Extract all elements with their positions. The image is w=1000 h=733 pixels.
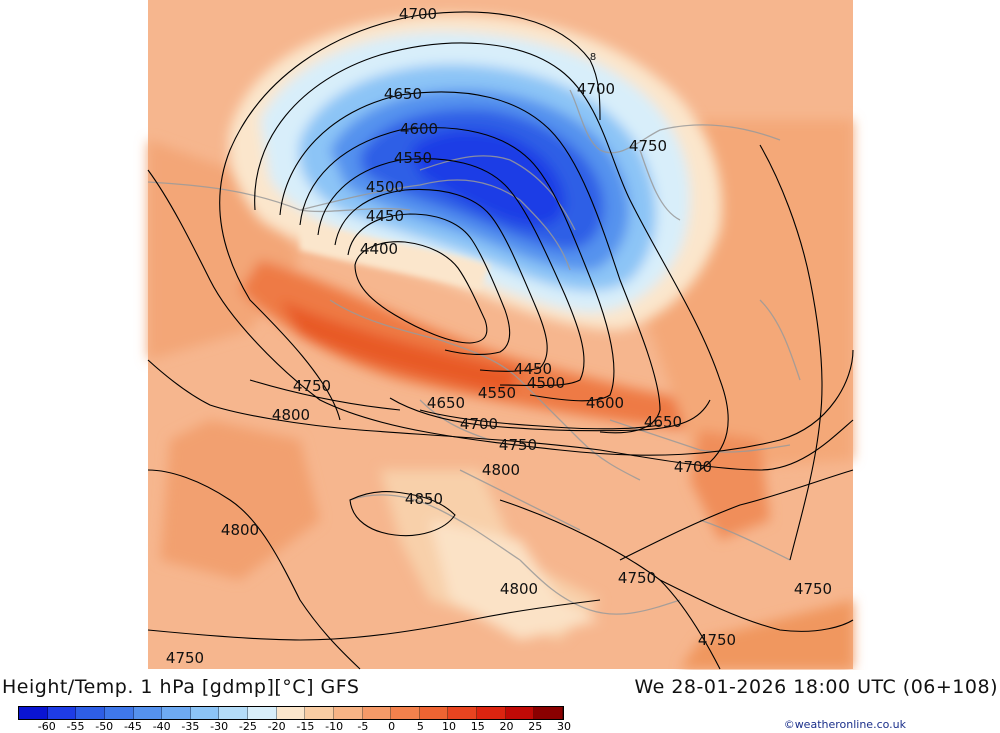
contour-label: 4500 <box>366 178 404 196</box>
colorbar-segment <box>448 707 477 719</box>
colorbar-segment <box>162 707 191 719</box>
contour-labels: 4700 4650 4600 4550 4500 4450 4400 4700 … <box>166 5 832 667</box>
contour-label: 4650 <box>427 394 465 412</box>
contour-label: 4600 <box>400 120 438 138</box>
colorbar <box>18 706 564 720</box>
colorbar-tick-label: -40 <box>152 720 171 733</box>
contour-label: 4750 <box>618 569 656 587</box>
contour-label: 4800 <box>482 461 520 479</box>
contour-label: 4700 <box>460 415 498 433</box>
colorbar-tick-label: -30 <box>210 720 229 733</box>
colorbar-tick-label: -35 <box>181 720 200 733</box>
colorbar-segment <box>534 707 563 719</box>
colorbar-segment <box>276 707 306 719</box>
contour-label: 4750 <box>166 649 204 667</box>
colorbar-tick-label: -55 <box>66 720 85 733</box>
colorbar-tick-label: 10 <box>442 720 457 733</box>
colorbar-tick-label: -5 <box>357 720 369 733</box>
colorbar-segment <box>419 707 449 719</box>
weather-map: 4700 4650 4600 4550 4500 4450 4400 4700 … <box>147 0 854 670</box>
colorbar-tick-label: -10 <box>325 720 344 733</box>
colorbar-tick-label: 20 <box>499 720 514 733</box>
colorbar-tick-label: -15 <box>296 720 315 733</box>
colorbar-segment <box>219 707 248 719</box>
colorbar-segment <box>190 707 220 719</box>
colorbar-segment <box>477 707 506 719</box>
contour-label: 4450 <box>514 360 552 378</box>
colorbar-segment <box>104 707 134 719</box>
colorbar-tick-label: 5 <box>416 720 424 733</box>
colorbar-tick-label: 25 <box>528 720 543 733</box>
contour-label: 4800 <box>500 580 538 598</box>
contour-label: 4750 <box>499 436 537 454</box>
contour-label: 4650 <box>384 85 422 103</box>
colorbar-tick-label: -25 <box>238 720 257 733</box>
coastlines <box>147 89 801 615</box>
contour-label: 4750 <box>293 377 331 395</box>
colorbar-segment <box>19 707 48 719</box>
credit-link[interactable]: ©weatheronline.co.uk <box>783 718 906 731</box>
contour-label: 4800 <box>221 521 259 539</box>
colorbar-segment <box>505 707 535 719</box>
colorbar-segment <box>305 707 334 719</box>
contour-label: 4850 <box>405 490 443 508</box>
colorbar-tick-label: 30 <box>557 720 571 733</box>
temperature-field <box>148 0 853 669</box>
contour-label: 4700 <box>577 80 615 98</box>
colorbar-segment <box>47 707 77 719</box>
colorbar-segment <box>248 707 277 719</box>
contour-label: 4700 <box>674 458 712 476</box>
contour-label: 4650 <box>644 413 682 431</box>
colorbar-segment <box>333 707 363 719</box>
contour-label: 4700 <box>399 5 437 23</box>
colorbar-ticks: -60 -55 -50 -45 -40 -35 -30 -25 -20 -15 -10 -5 0 5 10 1… <box>0 721 600 733</box>
colorbar-tick-label: -20 <box>267 720 286 733</box>
colorbar-tick-label: 0 <box>388 720 396 733</box>
colorbar-tick-label: -45 <box>123 720 142 733</box>
contour-label: 4750 <box>794 580 832 598</box>
map-marker: 8 <box>590 52 596 63</box>
colorbar-tick-label: -60 <box>37 720 56 733</box>
contour-label: 4550 <box>478 384 516 402</box>
contour-label: 4750 <box>629 137 667 155</box>
contour-label: 4750 <box>698 631 736 649</box>
colorbar-segment <box>133 707 163 719</box>
contour-label: 4500 <box>527 374 565 392</box>
colorbar-segment <box>76 707 105 719</box>
map-title: Height/Temp. 1 hPa [gdmp][°C] GFS <box>2 676 360 698</box>
contour-label: 4400 <box>360 240 398 258</box>
contour-label: 4800 <box>272 406 310 424</box>
height-contours <box>147 11 854 670</box>
colorbar-tick-label: 15 <box>470 720 485 733</box>
colorbar-segment <box>362 707 392 719</box>
contour-label: 4450 <box>366 207 404 225</box>
colorbar-tick-label: -50 <box>95 720 114 733</box>
contour-label: 4550 <box>394 149 432 167</box>
colorbar-segment <box>391 707 420 719</box>
map-datetime: We 28-01-2026 18:00 UTC (06+108) <box>634 676 998 698</box>
contour-label: 4600 <box>586 394 624 412</box>
